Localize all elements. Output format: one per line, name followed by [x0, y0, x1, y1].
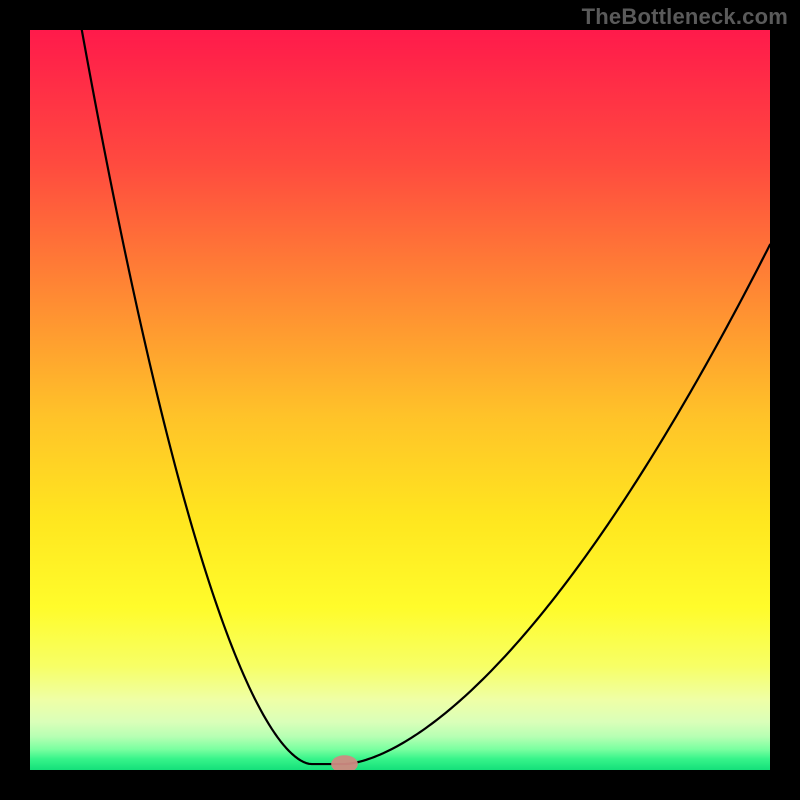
chart-svg	[30, 30, 770, 770]
watermark-text: TheBottleneck.com	[582, 4, 788, 30]
chart-background	[30, 30, 770, 770]
bottleneck-chart	[30, 30, 770, 770]
